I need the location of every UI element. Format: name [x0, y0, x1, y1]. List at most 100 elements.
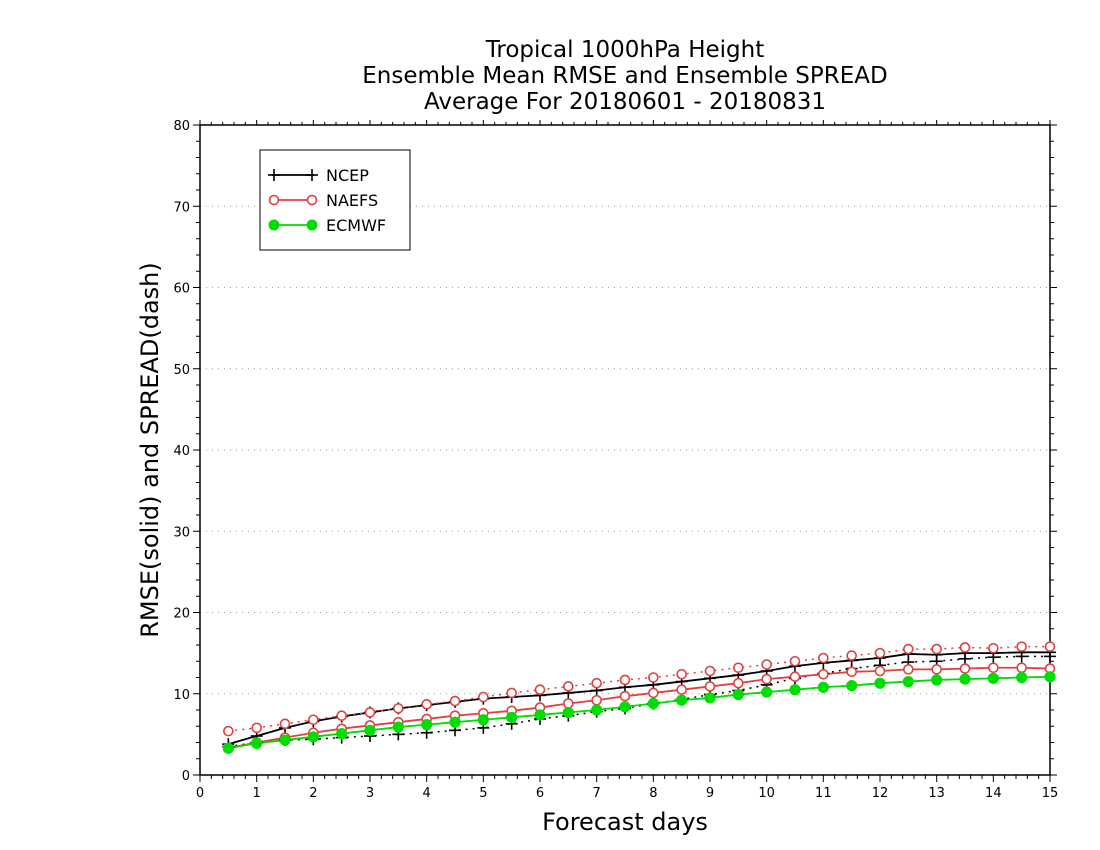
- series-naefs-spread-point-22: [846, 650, 857, 661]
- series-naefs-spread-point-7: [421, 699, 432, 710]
- series-ecmwf-rmse-point-19: [761, 686, 773, 698]
- series-ecmwf-spread-line: [228, 675, 1051, 749]
- chart-title-line-1: Tropical 1000hPa Height: [485, 37, 765, 63]
- series-naefs-rmse-point-17: [704, 681, 716, 692]
- series-ncep-rmse-line: [228, 651, 1050, 745]
- series-ecmwf-rmse-point-28: [1016, 672, 1028, 683]
- x-tick-label-7: 7: [593, 786, 601, 801]
- x-tick-label-12: 12: [872, 786, 889, 801]
- chart-title-line-2: Ensemble Mean RMSE and Ensemble SPREAD: [362, 63, 888, 89]
- x-tick-label-0: 0: [196, 786, 204, 801]
- legend: NCEP NAEFS ECMWF: [259, 149, 411, 251]
- x-tick-label-3: 3: [366, 786, 374, 801]
- series-ecmwf-rmse-point-22: [846, 680, 858, 692]
- series-naefs-spread-point-17: [704, 665, 716, 677]
- series-ecmwf-rmse-point-11: [534, 709, 546, 721]
- series-naefs-spread-point-24: [903, 643, 914, 655]
- x-tick-label-6: 6: [536, 786, 544, 801]
- series-naefs-spread-point-15: [648, 672, 659, 683]
- series-naefs-spread-line: [228, 645, 1050, 732]
- series-ecmwf-rmse-point-1: [251, 737, 263, 749]
- series-ecmwf-rmse-point-6: [392, 721, 404, 733]
- y-tick-label-10: 10: [173, 688, 190, 703]
- series-naefs-rmse-point-19: [761, 673, 772, 685]
- x-tick-label-8: 8: [649, 786, 657, 801]
- series-ecmwf-rmse-line: [228, 675, 1051, 750]
- series-naefs-rmse-point-18: [733, 677, 744, 689]
- y-tick-label-70: 70: [173, 200, 190, 215]
- series-naefs-rmse-point-12: [563, 698, 574, 709]
- legend-ecmwf-marker-left: [268, 219, 280, 231]
- legend-naefs-label: NAEFS: [326, 191, 378, 210]
- series-naefs-rmse-point-27: [988, 662, 999, 674]
- series-naefs-spread-point-21: [818, 652, 829, 664]
- y-tick-label-80: 80: [173, 119, 190, 134]
- series-naefs-spread-point-9: [478, 691, 489, 703]
- series-naefs-rmse-point-24: [903, 664, 914, 675]
- series-ecmwf-rmse-point-4: [336, 728, 348, 740]
- series-naefs-spread-point-8: [449, 695, 461, 707]
- series-ecmwf-rmse-point-24: [902, 676, 914, 688]
- series-ecmwf-rmse-point-0: [222, 742, 234, 754]
- x-tick-label-14: 14: [985, 786, 1002, 801]
- x-tick-label-10: 10: [758, 786, 775, 801]
- series-ecmwf-rmse-point-16: [676, 694, 688, 706]
- series-ecmwf-rmse-point-20: [789, 684, 801, 696]
- series-naefs-rmse-point-28: [1016, 662, 1027, 674]
- y-axis-label: RMSE(solid) and SPREAD(dash): [136, 262, 164, 638]
- chart-title-line-3: Average For 20180601 - 20180831: [423, 89, 827, 115]
- x-tick-label-4: 4: [423, 786, 431, 801]
- series-ecmwf-rmse-point-18: [732, 689, 744, 701]
- series-ecmwf-rmse-point-3: [307, 731, 319, 743]
- y-tick-label-30: 30: [173, 525, 190, 540]
- x-tick-label-1: 1: [253, 786, 261, 801]
- y-tick-label-50: 50: [173, 363, 190, 378]
- series-naefs-spread-point-18: [733, 662, 744, 674]
- y-tick-label-0: 0: [182, 769, 190, 784]
- y-tick-label-20: 20: [173, 607, 190, 622]
- series-ecmwf-rmse-point-13: [591, 704, 603, 716]
- series-ecmwf-rmse-point-23: [874, 677, 886, 689]
- series-ecmwf-rmse-point-7: [421, 719, 433, 731]
- series-naefs-rmse-point-15: [648, 687, 659, 699]
- series-naefs-spread-point-28: [1016, 641, 1027, 652]
- x-tick-label-15: 15: [1042, 786, 1059, 801]
- series-naefs-spread-point-13: [591, 677, 602, 689]
- series-naefs-spread-point-29: [1044, 641, 1056, 652]
- series-ecmwf-rmse-point-29: [1044, 671, 1056, 683]
- grid-layer: [200, 205, 1050, 695]
- series-naefs-rmse-point-14: [619, 690, 631, 702]
- series-naefs-spread-point-3: [308, 714, 319, 726]
- series-ecmwf-rmse-point-21: [817, 681, 829, 693]
- series-naefs-rmse-point-16: [676, 684, 687, 695]
- x-tick-label-5: 5: [479, 786, 487, 801]
- series-naefs-spread-point-10: [506, 687, 517, 699]
- series-naefs-rmse-point-22: [846, 666, 857, 678]
- y-tick-label-40: 40: [173, 444, 190, 459]
- series-ecmwf-rmse-point-25: [931, 674, 943, 686]
- series-naefs-spread-point-27: [988, 642, 999, 654]
- legend-ecmwf-label: ECMWF: [326, 216, 386, 235]
- legend-ncep-marker-right: [306, 169, 318, 181]
- series-ecmwf-rmse-point-5: [364, 724, 376, 736]
- series-naefs-rmse-point-26: [959, 663, 971, 674]
- legend-naefs-marker-right: [306, 194, 318, 206]
- series-naefs-spread-point-20: [789, 655, 801, 667]
- series-naefs-spread-point-25: [931, 643, 942, 655]
- series-ecmwf-rmse-point-10: [506, 711, 518, 723]
- series-naefs-spread-point-4: [336, 710, 347, 721]
- series-naefs-rmse-point-23: [874, 665, 886, 677]
- y-tick-label-60: 60: [173, 282, 190, 297]
- series-naefs-spread-point-2: [279, 718, 291, 730]
- series-ecmwf-rmse-point-17: [704, 692, 716, 704]
- series-naefs-spread-point-6: [393, 703, 404, 714]
- series-ecmwf-rmse-point-8: [449, 716, 461, 728]
- series-naefs-spread-point-12: [563, 681, 574, 692]
- x-tick-label-13: 13: [928, 786, 945, 801]
- series-ecmwf-rmse-point-15: [647, 698, 659, 709]
- series-naefs-spread-point-23: [874, 647, 886, 659]
- x-axis-label: Forecast days: [542, 808, 708, 836]
- series-ecmwf-rmse-point-26: [959, 673, 971, 685]
- series-naefs-spread-point-14: [619, 674, 631, 686]
